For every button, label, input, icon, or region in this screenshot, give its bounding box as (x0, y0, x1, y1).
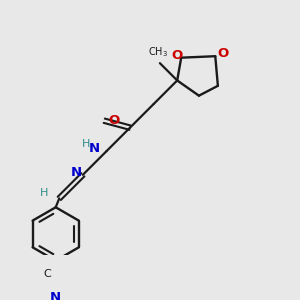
Text: O: O (218, 47, 229, 61)
Text: O: O (171, 49, 182, 62)
Text: N: N (70, 166, 82, 179)
Text: H: H (82, 139, 90, 149)
Text: C: C (44, 269, 52, 279)
Text: H: H (40, 188, 48, 198)
Text: O: O (108, 114, 120, 127)
Text: N: N (88, 142, 100, 155)
Text: CH$_3$: CH$_3$ (148, 45, 168, 59)
Text: N: N (50, 291, 61, 300)
